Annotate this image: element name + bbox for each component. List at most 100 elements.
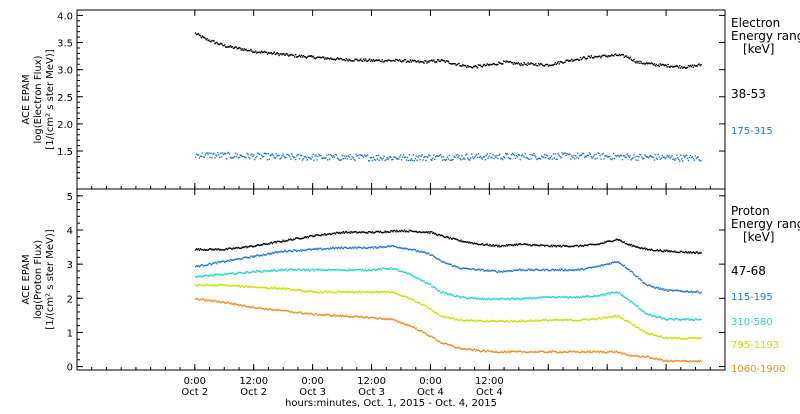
proton-point: [276, 240, 278, 243]
proton-point: [404, 247, 407, 249]
data-series: [194, 32, 702, 363]
electron-point: [493, 157, 495, 160]
proton-point: [419, 251, 421, 253]
proton-point: [390, 266, 392, 269]
proton-point: [555, 246, 557, 248]
proton-point: [653, 287, 656, 289]
proton-point: [456, 318, 458, 321]
proton-point: [293, 238, 295, 240]
electron-point: [579, 154, 582, 157]
electron-point: [563, 152, 565, 154]
proton-point: [457, 346, 459, 348]
proton-point: [564, 350, 566, 353]
proton-point: [550, 244, 553, 247]
electron-point: [434, 156, 437, 158]
electron-point: [360, 154, 362, 157]
proton-point: [359, 316, 361, 318]
electron-point: [242, 49, 244, 52]
proton-point: [680, 290, 682, 292]
proton-point: [387, 268, 389, 270]
electron-point: [251, 50, 253, 52]
proton-point: [297, 249, 300, 252]
proton-point: [227, 273, 230, 275]
proton-point: [628, 299, 630, 301]
electron-point: [652, 64, 655, 66]
proton-point: [281, 240, 283, 243]
proton-point: [520, 269, 522, 272]
proton-point: [673, 336, 675, 339]
proton-point: [272, 252, 275, 254]
proton-point: [697, 359, 699, 362]
proton-point: [683, 360, 686, 362]
electron-point: [336, 57, 339, 59]
proton-point: [442, 316, 445, 318]
proton-point: [659, 358, 662, 360]
proton-point: [469, 241, 471, 243]
proton-point: [352, 291, 354, 293]
proton-point: [269, 307, 272, 310]
proton-point: [620, 263, 623, 266]
proton-point: [428, 230, 430, 233]
proton-point: [380, 317, 382, 319]
proton-point: [414, 248, 416, 251]
proton-point: [343, 246, 345, 249]
electron-point: [686, 66, 689, 69]
proton-point: [431, 231, 433, 233]
proton-point: [294, 269, 296, 271]
electron-point: [675, 157, 677, 160]
proton-point: [600, 318, 602, 320]
proton-point: [346, 232, 348, 234]
axes-ticks: [76, 10, 726, 370]
proton-point: [606, 240, 608, 243]
proton-point: [634, 245, 636, 247]
proton-point: [246, 257, 248, 259]
electron-point: [619, 154, 622, 156]
proton-point: [435, 312, 438, 314]
electron-point: [206, 38, 208, 40]
proton-point: [489, 350, 491, 353]
proton-point: [580, 296, 583, 299]
proton-point: [331, 232, 334, 235]
electron-point: [618, 53, 621, 56]
proton-point: [203, 299, 205, 301]
electron-point: [693, 159, 696, 161]
proton-point: [510, 319, 513, 322]
proton-point: [476, 269, 479, 271]
proton-point: [474, 269, 477, 271]
proton-point: [521, 243, 523, 246]
electron-point: [331, 156, 334, 158]
proton-point: [545, 268, 548, 270]
proton-point: [658, 316, 661, 318]
electron-point: [660, 157, 662, 159]
proton-point: [692, 251, 695, 253]
proton-point: [586, 244, 589, 247]
proton-point: [321, 314, 323, 316]
electron-point: [307, 55, 310, 57]
proton-point: [332, 268, 335, 271]
electron-point: [631, 158, 633, 160]
proton-point: [360, 292, 362, 294]
proton-point: [618, 262, 621, 264]
electron-point: [601, 153, 603, 156]
proton-point: [221, 273, 223, 276]
proton-point: [437, 313, 440, 315]
proton-point: [640, 329, 642, 331]
proton-point: [250, 306, 252, 308]
proton-point: [501, 270, 503, 273]
electron-point: [602, 54, 604, 56]
proton-point: [204, 300, 206, 302]
proton-point: [568, 297, 570, 299]
electron-point: [695, 157, 697, 160]
proton-point: [635, 326, 637, 328]
electron-point: [312, 153, 314, 156]
proton-point: [329, 315, 332, 317]
electron-point: [226, 46, 229, 48]
electron-point: [692, 66, 695, 68]
proton-point: [579, 296, 582, 298]
electron-point: [480, 65, 483, 68]
electron-point: [398, 60, 400, 62]
proton-point: [488, 320, 490, 322]
proton-point: [398, 270, 400, 272]
proton-point: [515, 243, 518, 245]
electron-point: [474, 155, 477, 157]
